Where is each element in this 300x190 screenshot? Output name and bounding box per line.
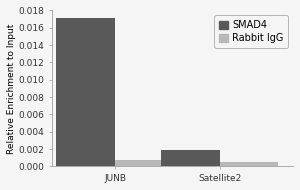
Bar — [161, 150, 220, 166]
Legend: SMAD4, Rabbit IgG: SMAD4, Rabbit IgG — [214, 15, 288, 48]
Bar — [220, 162, 278, 166]
Bar — [56, 18, 115, 166]
Bar — [115, 160, 174, 166]
Y-axis label: Relative Enrichment to Input: Relative Enrichment to Input — [7, 23, 16, 154]
